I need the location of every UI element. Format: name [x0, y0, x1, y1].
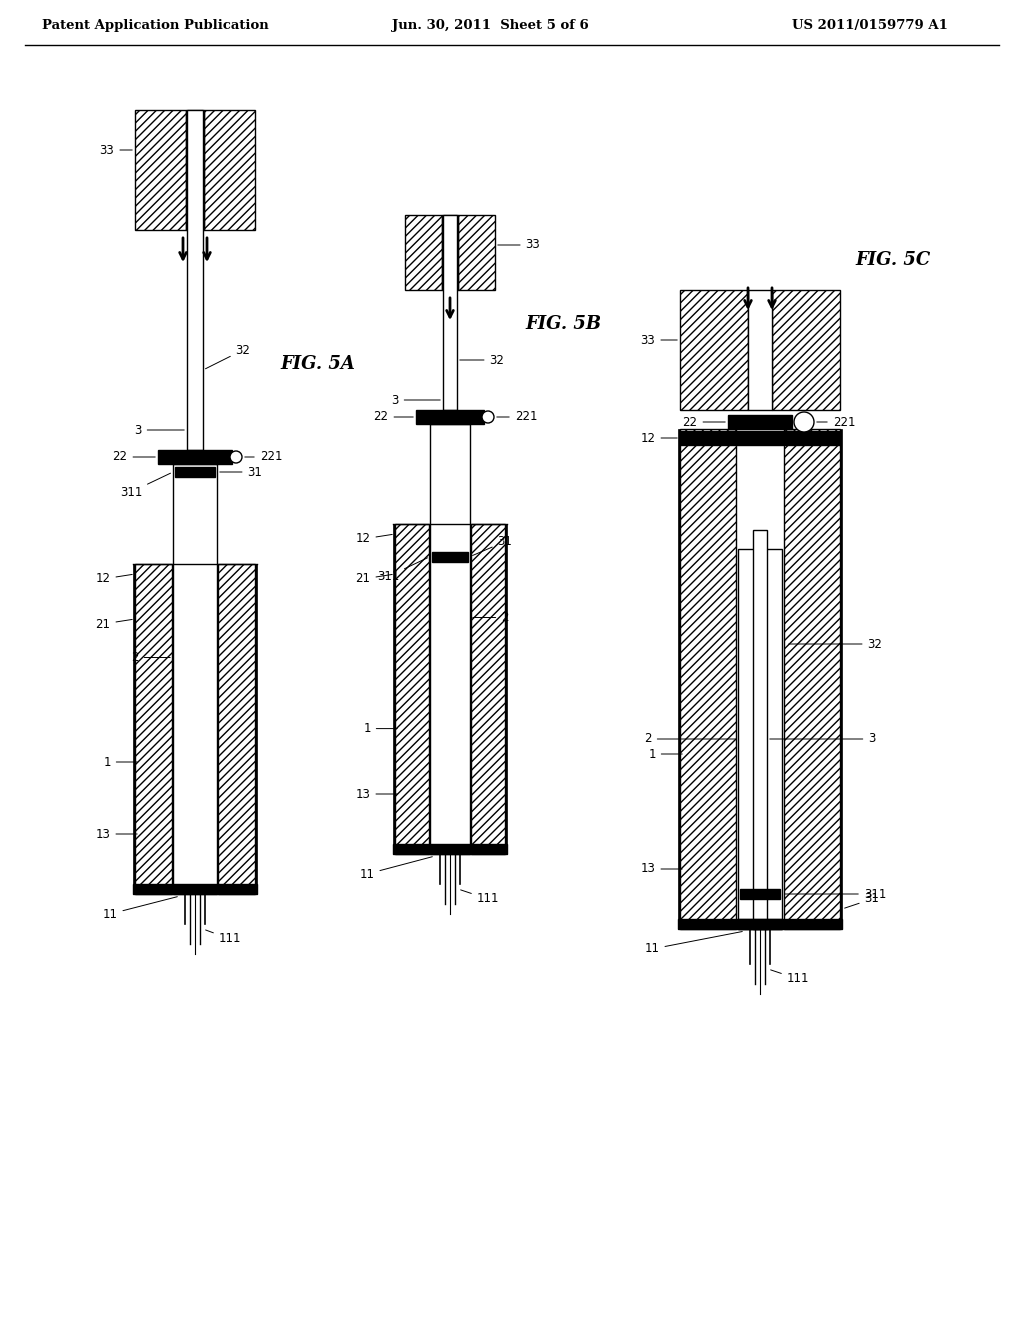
Bar	[748, 290, 772, 411]
Bar	[158, 450, 232, 465]
Text: 2: 2	[131, 651, 170, 664]
Circle shape	[794, 412, 814, 432]
Text: 221: 221	[245, 450, 283, 463]
Bar	[680, 432, 840, 445]
Text: 111: 111	[206, 931, 242, 945]
Text: 221: 221	[497, 411, 538, 424]
Text: 3: 3	[770, 733, 876, 746]
Text: 3: 3	[134, 424, 184, 437]
Bar	[187, 110, 203, 450]
Text: 311: 311	[120, 473, 170, 499]
Circle shape	[230, 451, 242, 463]
Bar	[393, 843, 507, 854]
Text: 2: 2	[473, 611, 509, 624]
Bar	[471, 524, 505, 854]
Bar	[186, 110, 204, 230]
Text: 31: 31	[220, 466, 262, 479]
Bar	[678, 429, 680, 929]
Text: 12: 12	[640, 432, 677, 445]
Bar	[772, 290, 840, 411]
Text: 33: 33	[498, 239, 541, 252]
Text: 12: 12	[95, 573, 132, 586]
Text: 13: 13	[95, 828, 137, 841]
Text: 221: 221	[817, 416, 855, 429]
Text: 11: 11	[102, 896, 177, 920]
Text: 3: 3	[391, 393, 440, 407]
Bar	[840, 429, 842, 929]
Text: 2: 2	[644, 733, 735, 746]
Text: 12: 12	[355, 532, 392, 545]
Text: 1: 1	[364, 722, 397, 735]
Text: 13: 13	[641, 862, 682, 875]
Bar	[680, 429, 736, 929]
Bar	[133, 884, 257, 894]
Bar	[784, 429, 840, 929]
Text: 21: 21	[355, 573, 392, 586]
Bar	[395, 524, 429, 854]
Bar	[430, 424, 470, 854]
Bar	[173, 465, 217, 894]
Text: 33: 33	[99, 144, 132, 157]
Bar	[175, 467, 215, 477]
Text: 311: 311	[784, 887, 886, 900]
Text: 22: 22	[374, 411, 414, 424]
Text: 31: 31	[845, 892, 880, 908]
Text: FIG. 5B: FIG. 5B	[525, 315, 601, 333]
Bar	[393, 524, 395, 854]
Text: 1: 1	[648, 747, 682, 760]
Text: 311: 311	[377, 558, 427, 583]
Bar	[458, 215, 495, 290]
Bar	[135, 110, 186, 230]
Bar	[443, 215, 457, 411]
Text: FIG. 5A: FIG. 5A	[280, 355, 355, 374]
Bar	[416, 411, 484, 424]
Bar	[218, 564, 255, 894]
Bar	[505, 524, 507, 854]
Bar	[738, 549, 782, 929]
Text: US 2011/0159779 A1: US 2011/0159779 A1	[792, 18, 948, 32]
Text: 22: 22	[113, 450, 156, 463]
Text: FIG. 5C: FIG. 5C	[855, 251, 930, 269]
Text: 11: 11	[359, 857, 432, 880]
Bar	[133, 564, 135, 894]
Text: 111: 111	[771, 970, 809, 986]
Bar	[406, 215, 442, 290]
Bar	[753, 531, 767, 929]
Circle shape	[482, 411, 494, 422]
Text: 11: 11	[644, 932, 742, 956]
Text: 32: 32	[206, 343, 251, 368]
Text: 111: 111	[461, 890, 500, 906]
Text: 31: 31	[472, 535, 512, 556]
Text: 22: 22	[683, 416, 725, 429]
Text: Jun. 30, 2011  Sheet 5 of 6: Jun. 30, 2011 Sheet 5 of 6	[391, 18, 589, 32]
Text: 21: 21	[95, 618, 132, 631]
Bar	[740, 888, 780, 899]
Bar	[442, 215, 458, 290]
Text: 13: 13	[355, 788, 397, 800]
Bar	[738, 919, 782, 929]
Text: 33: 33	[641, 334, 677, 346]
Bar	[135, 564, 172, 894]
Bar	[680, 290, 748, 411]
Bar	[432, 552, 468, 561]
Text: 32: 32	[788, 638, 883, 651]
Bar	[728, 414, 792, 429]
Bar	[255, 564, 257, 894]
Bar	[678, 919, 842, 929]
Text: 32: 32	[460, 354, 505, 367]
Text: Patent Application Publication: Patent Application Publication	[42, 18, 268, 32]
Bar	[204, 110, 255, 230]
Text: 1: 1	[103, 755, 137, 768]
